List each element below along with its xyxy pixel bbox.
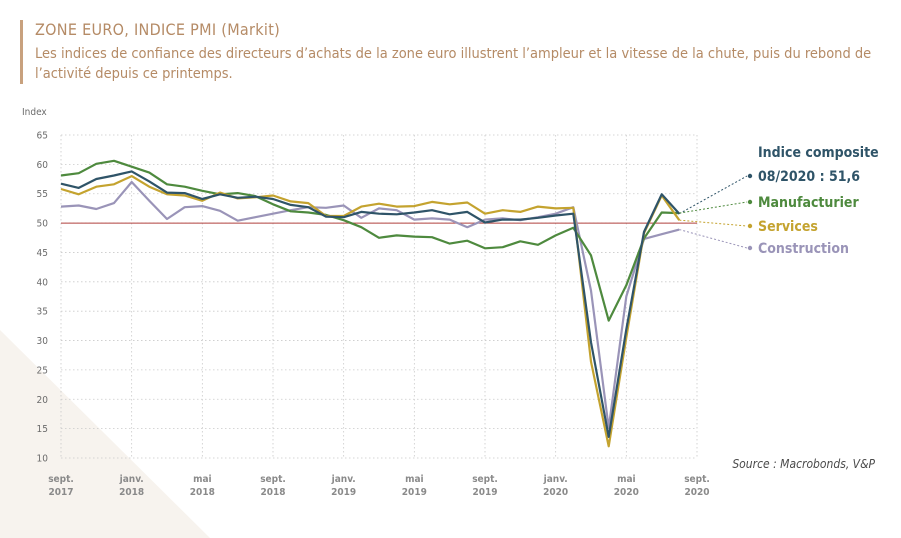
x-tick-label-month: mai — [193, 474, 212, 485]
x-tick-label-year: 2019 — [402, 487, 427, 498]
chart-title: ZONE EURO, INDICE PMI (Markit) — [35, 20, 281, 39]
y-tick-label: 35 — [37, 307, 48, 318]
legend-leader-services — [679, 219, 748, 227]
legend-leader-manufacturier — [679, 201, 748, 214]
x-tick-label-year: 2018 — [260, 487, 285, 498]
x-axis-ticks: sept. 2017 janv. 2018 mai 2018 sept. 2018 janv. 2… — [48, 474, 710, 498]
decorative-corner-shape — [0, 330, 210, 538]
x-tick-label-month: janv. — [543, 474, 568, 485]
chart-subtitle: Les indices de confiance des directeurs … — [35, 46, 872, 82]
x-tick-label-month: sept. — [48, 474, 74, 485]
x-tick-label-month: sept. — [684, 474, 710, 485]
y-tick-label: 15 — [37, 424, 48, 435]
grid-lines — [60, 134, 698, 459]
x-tick-label-year: 2020 — [543, 487, 568, 498]
x-tick-label-month: janv. — [119, 474, 144, 485]
y-tick-label: 55 — [37, 189, 48, 200]
chart-legend: Indice composite 08/2020 : 51,6 Manufactur… — [679, 145, 879, 257]
x-tick-label-month: mai — [405, 474, 424, 485]
y-tick-label: 25 — [37, 365, 48, 376]
x-tick-label-year: 2020 — [614, 487, 639, 498]
legend-label-manufacturier: Manufacturier — [758, 195, 859, 211]
x-tick-label-month: sept. — [260, 474, 286, 485]
y-tick-label: 60 — [37, 160, 49, 171]
y-tick-label: 30 — [37, 336, 49, 347]
chart-header: ZONE EURO, INDICE PMI (Markit) Les indic… — [20, 20, 895, 84]
y-tick-label: 65 — [37, 131, 48, 142]
y-tick-label: 20 — [37, 395, 49, 406]
x-tick-label-year: 2018 — [119, 487, 144, 498]
legend-value-composite: 08/2020 : 51,6 — [758, 169, 860, 185]
y-axis-label: Index — [22, 107, 47, 118]
series-lines — [60, 159, 681, 448]
legend-dot-manufacturier — [747, 199, 753, 205]
x-tick-label-month: janv. — [331, 474, 356, 485]
y-tick-label: 40 — [37, 277, 49, 288]
series-line-composite — [60, 170, 681, 438]
x-tick-label-year: 2019 — [472, 487, 497, 498]
x-tick-label-year: 2017 — [48, 487, 73, 498]
y-tick-label: 50 — [37, 219, 49, 230]
source-note: Source : Macrobonds, V&P — [732, 457, 875, 471]
x-tick-label-year: 2018 — [190, 487, 215, 498]
legend-dot-services — [747, 223, 753, 229]
legend-label-construction: Construction — [758, 241, 849, 257]
y-tick-label: 45 — [37, 248, 48, 259]
y-axis-ticks: 10 15 20 25 30 35 40 45 50 55 60 65 — [37, 131, 49, 465]
x-tick-label-year: 2019 — [331, 487, 356, 498]
legend-dot-composite — [747, 173, 753, 179]
y-tick-label: 10 — [37, 454, 49, 465]
legend-leader-construction — [679, 229, 748, 249]
legend-label-services: Services — [758, 219, 818, 235]
x-tick-label-year: 2020 — [684, 487, 709, 498]
x-tick-label-month: sept. — [472, 474, 498, 485]
legend-label-composite: Indice composite — [758, 145, 879, 161]
legend-dot-construction — [747, 245, 753, 251]
legend-leader-composite — [679, 175, 748, 215]
x-tick-label-month: mai — [617, 474, 636, 485]
